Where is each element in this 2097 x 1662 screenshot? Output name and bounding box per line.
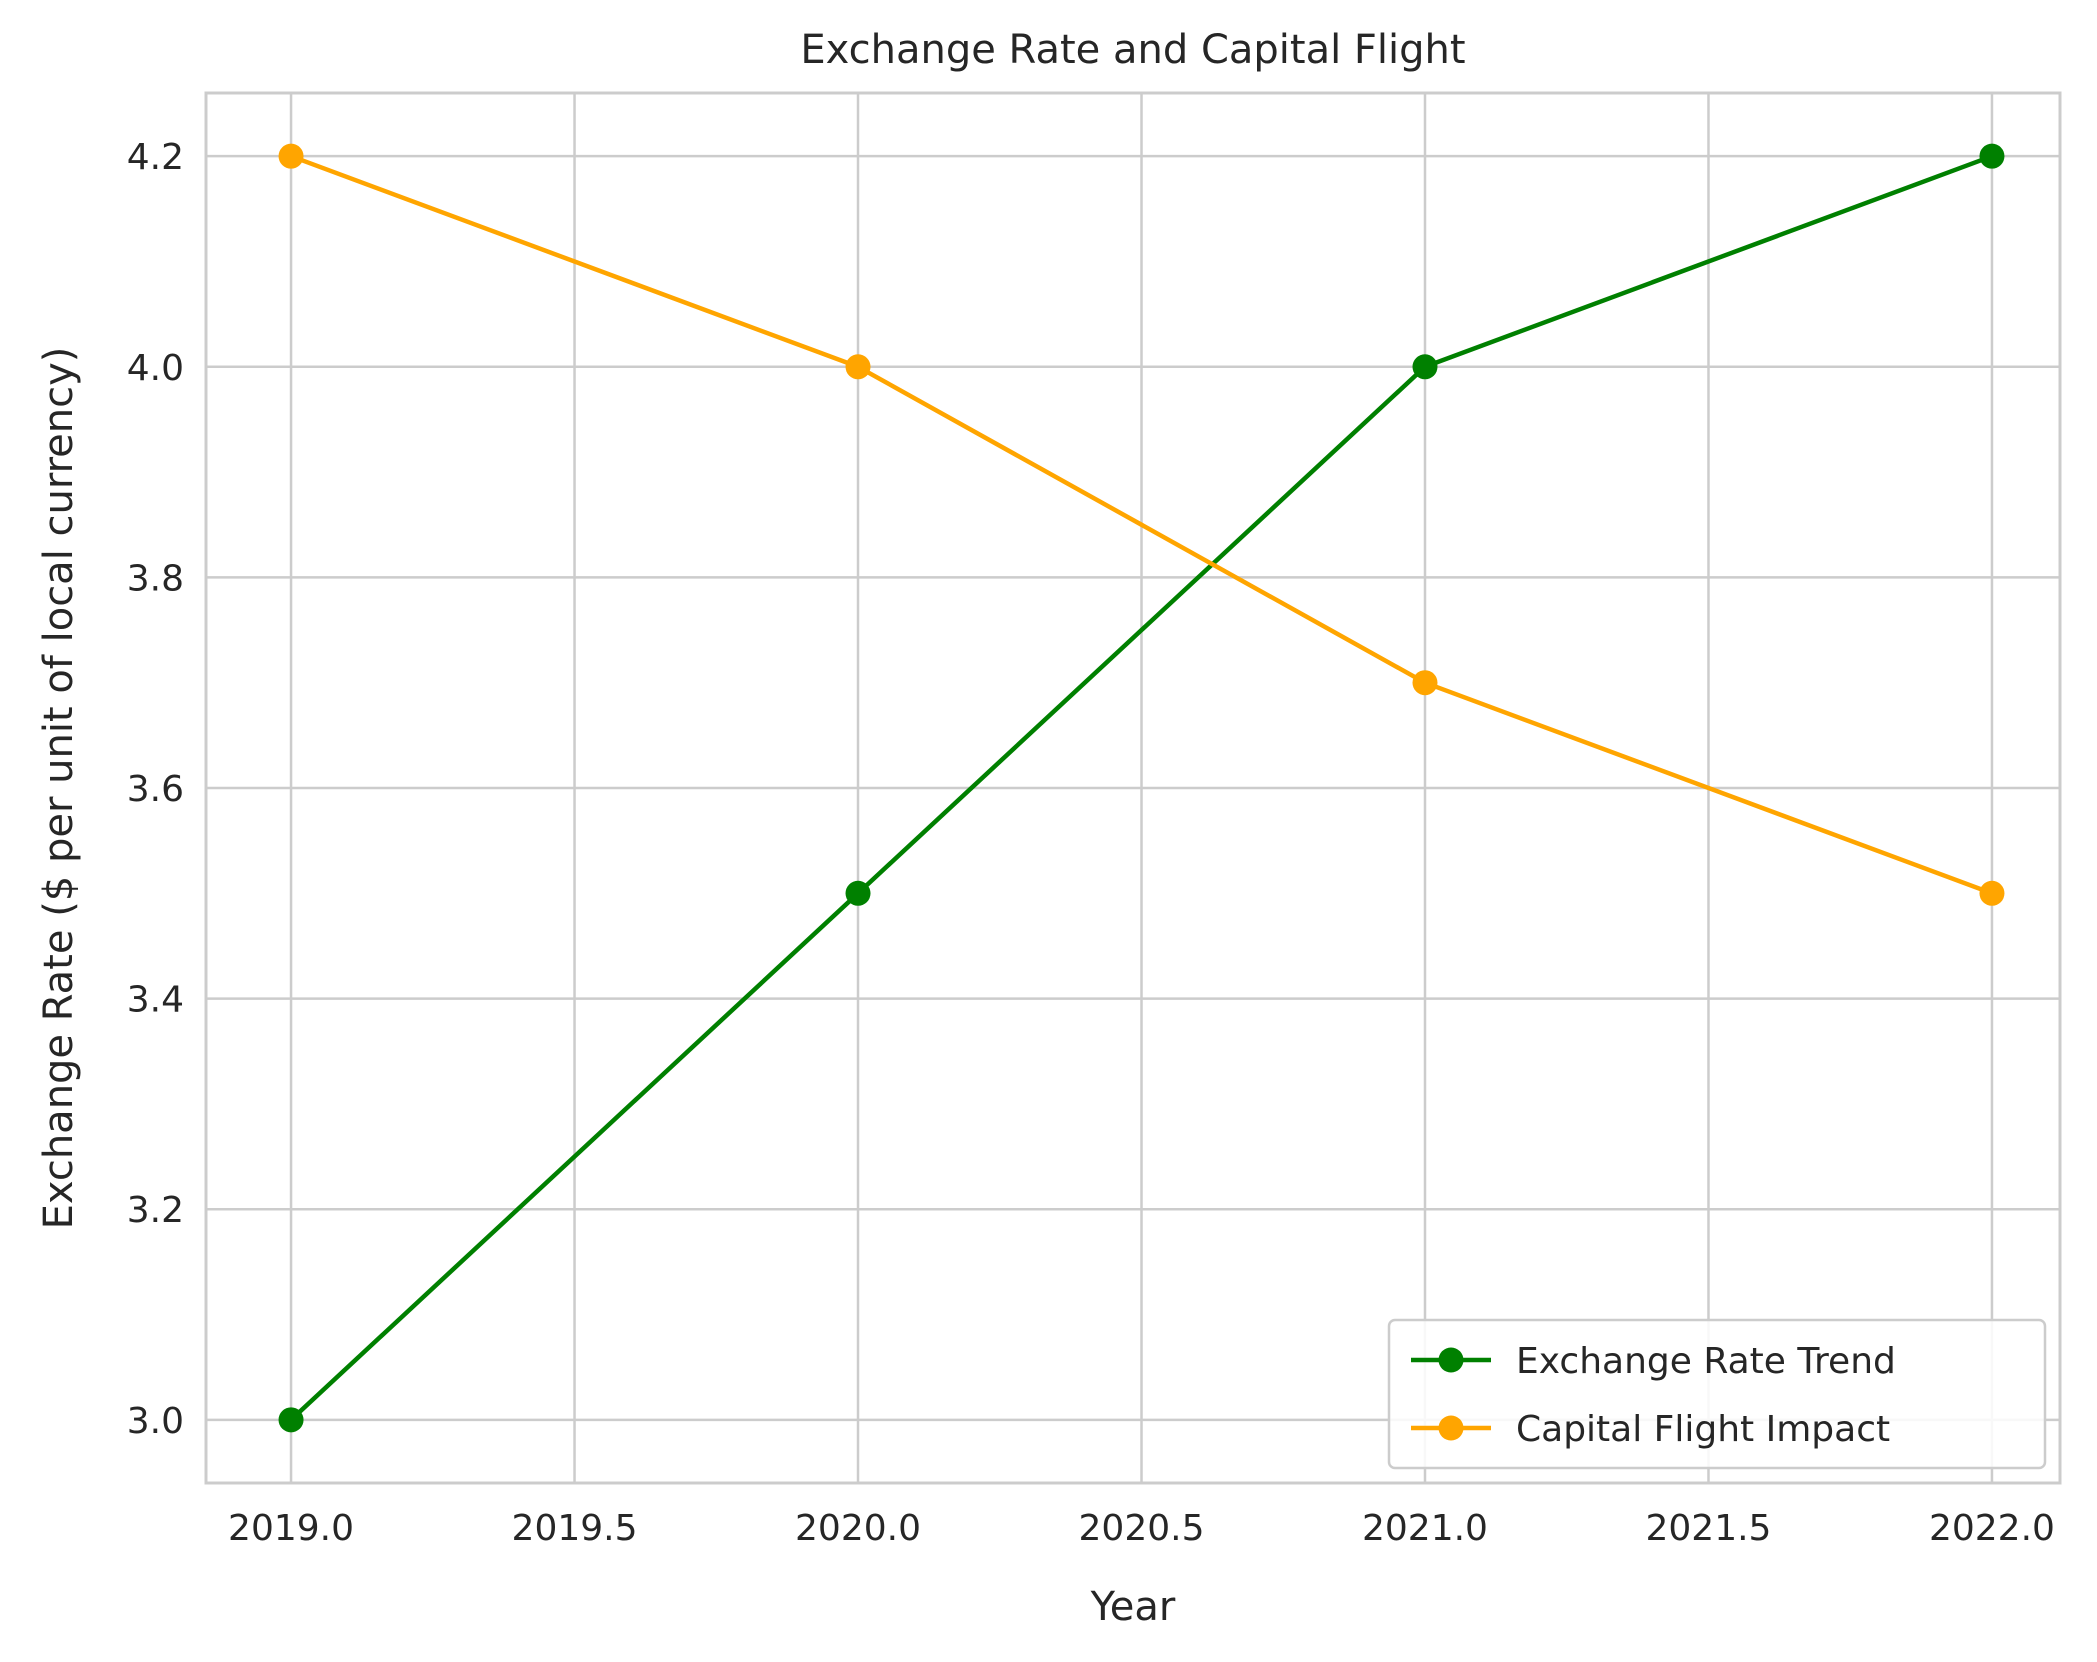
- data-point: [845, 880, 871, 906]
- series-line: [288, 153, 1995, 896]
- series-layer: [278, 143, 2005, 1433]
- legend-label: Capital Flight Impact: [1516, 1409, 1890, 1450]
- data-point: [278, 1407, 304, 1433]
- series-line: [288, 153, 1995, 1423]
- data-point: [1979, 880, 2005, 906]
- grid: [206, 93, 2060, 1483]
- legend-items: Exchange Rate Trend Capital Flight Impact: [1411, 1341, 1896, 1450]
- x-tick-label: 2022.0: [1929, 1508, 2055, 1549]
- x-tick-label: 2019.0: [228, 1508, 354, 1549]
- y-tick-label: 4.0: [127, 348, 184, 389]
- x-tick-label: 2021.5: [1645, 1508, 1771, 1549]
- x-axis-label: Year: [1090, 1584, 1176, 1630]
- y-tick-label: 3.2: [127, 1190, 184, 1231]
- legend: Exchange Rate Trend Capital Flight Impact: [1387, 1318, 2047, 1470]
- series-exchange-rate-trend: [278, 143, 2005, 1433]
- x-tick-label: 2020.5: [1079, 1508, 1205, 1549]
- chart-title: Exchange Rate and Capital Flight: [800, 27, 1465, 73]
- legend-item: Capital Flight Impact: [1411, 1409, 1890, 1450]
- series-capital-flight-impact: [278, 143, 2005, 906]
- y-tick-label: 3.0: [127, 1401, 184, 1442]
- y-axis-label: Exchange Rate ($ per unit of local curre…: [36, 347, 82, 1230]
- legend-marker: [1438, 1347, 1464, 1373]
- plot-frame: [204, 91, 2062, 1485]
- data-point: [1412, 670, 1438, 696]
- legend-item: Exchange Rate Trend: [1411, 1341, 1896, 1382]
- x-tick-labels: 2019.0 2019.5 2020.0 2020.5 2021.0 2021.5 2022…: [228, 1508, 2055, 1549]
- legend-marker: [1438, 1415, 1464, 1441]
- x-tick-label: 2021.0: [1362, 1508, 1488, 1549]
- y-tick-label: 3.8: [127, 558, 184, 599]
- data-point: [278, 143, 304, 169]
- legend-label: Exchange Rate Trend: [1516, 1341, 1896, 1382]
- y-tick-label: 4.2: [127, 137, 184, 178]
- data-point: [1412, 354, 1438, 380]
- x-tick-label: 2019.5: [512, 1508, 638, 1549]
- data-point: [845, 354, 871, 380]
- data-point: [1979, 143, 2005, 169]
- y-tick-label: 3.4: [127, 980, 184, 1021]
- legend-box: [1387, 1318, 2047, 1470]
- x-tick-label: 2020.0: [795, 1508, 921, 1549]
- y-tick-labels: 3.0 3.2 3.4 3.6 3.8 4.0 4.2: [127, 137, 184, 1442]
- y-tick-label: 3.6: [127, 769, 184, 810]
